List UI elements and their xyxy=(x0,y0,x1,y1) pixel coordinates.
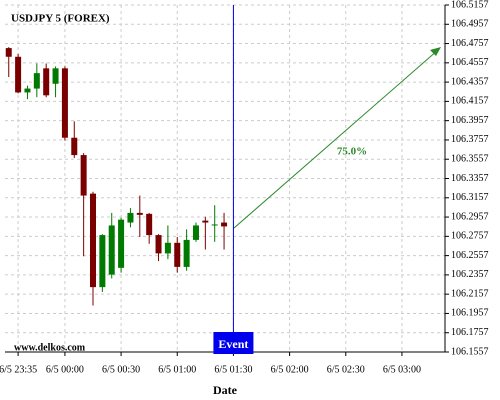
x-tick-label: 6/5 03:00 xyxy=(383,364,421,375)
event-label: Event xyxy=(218,337,248,351)
y-tick-label: 106.3357 xyxy=(451,173,489,184)
x-tick-label: 6/5 00:30 xyxy=(102,364,140,375)
candle-body xyxy=(221,222,228,227)
candle-body xyxy=(15,56,22,93)
chart-title: USDJPY 5 (FOREX) xyxy=(11,13,110,25)
candle-body xyxy=(174,242,181,267)
candle-body xyxy=(5,48,12,57)
candle-body xyxy=(61,68,68,138)
y-tick-label: 106.4957 xyxy=(451,19,489,30)
y-tick-label: 106.2957 xyxy=(451,211,489,222)
y-tick-label: 106.1557 xyxy=(451,346,489,357)
y-tick-label: 106.3557 xyxy=(451,154,489,165)
y-tick-label: 106.2357 xyxy=(451,269,489,280)
forecast-label: 75.0% xyxy=(337,146,367,158)
candle-body xyxy=(183,239,190,267)
candle-body xyxy=(202,220,209,223)
y-tick-label: 106.2157 xyxy=(451,288,489,299)
y-tick-label: 106.4757 xyxy=(451,38,489,49)
x-tick-label: 6/5 01:00 xyxy=(158,364,196,375)
y-tick-label: 106.5157 xyxy=(451,0,489,10)
x-tick-label: 6/5 23:35 xyxy=(0,364,37,375)
x-tick-label: 6/5 02:00 xyxy=(271,364,309,375)
candle-body xyxy=(211,224,218,226)
candle-body xyxy=(192,225,199,240)
candle-body xyxy=(146,213,153,236)
y-tick-label: 106.1757 xyxy=(451,327,489,338)
candle-body xyxy=(164,242,171,254)
x-axis-label: Date xyxy=(213,383,238,397)
y-tick-label: 106.1957 xyxy=(451,308,489,319)
y-tick-label: 106.2757 xyxy=(451,231,489,242)
y-tick-label: 106.3157 xyxy=(451,192,489,203)
candle-body xyxy=(52,68,59,84)
x-tick-label: 6/5 01:30 xyxy=(214,364,252,375)
candle-body xyxy=(118,219,125,268)
candle-body xyxy=(127,212,134,223)
arrow-head xyxy=(430,47,441,56)
candle-body xyxy=(24,88,31,93)
candle-body xyxy=(80,155,87,196)
y-tick-label: 106.4157 xyxy=(451,96,489,107)
y-tick-label: 106.4557 xyxy=(451,57,489,68)
candle-body xyxy=(43,68,50,96)
candle-body xyxy=(71,137,78,156)
x-tick-label: 6/5 00:00 xyxy=(46,364,84,375)
candle-body xyxy=(155,235,162,254)
candle-body xyxy=(90,193,96,288)
event-box xyxy=(213,332,254,354)
candle-body xyxy=(99,235,106,288)
candle-body xyxy=(108,225,115,275)
forecast-arrow xyxy=(233,49,439,229)
y-tick-label: 106.3957 xyxy=(451,115,489,126)
x-tick-label: 6/5 02:30 xyxy=(327,364,365,375)
y-tick-label: 106.3757 xyxy=(451,134,489,145)
y-tick-label: 106.2557 xyxy=(451,250,489,261)
watermark: www.delkos.com xyxy=(14,342,86,353)
candle-body xyxy=(136,212,143,215)
candle-body xyxy=(33,73,40,89)
y-tick-label: 106.4357 xyxy=(451,76,489,87)
